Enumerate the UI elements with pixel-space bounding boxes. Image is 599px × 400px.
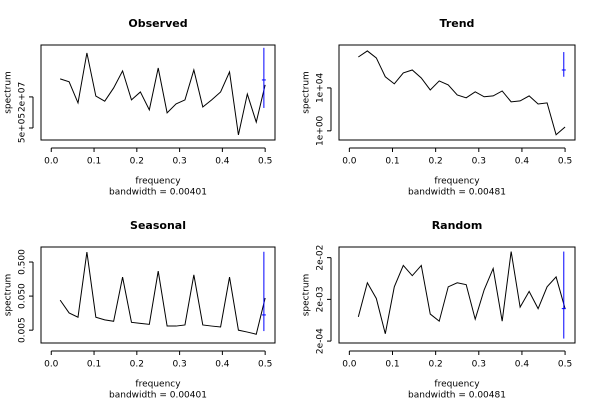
- x-axis-label: frequency: [135, 380, 181, 390]
- x-tick-label: 0.3: [172, 157, 186, 167]
- panel-title: Seasonal: [130, 219, 186, 232]
- panel-title: Random: [432, 219, 483, 232]
- bandwidth-note: bandwidth = 0.00481: [408, 188, 506, 198]
- x-tick-label: 0.1: [87, 360, 101, 370]
- y-tick-label: 0.050: [18, 283, 28, 309]
- x-tick-label: 0.2: [428, 157, 442, 167]
- plot-box: [338, 246, 576, 344]
- x-tick-label: 0.4: [215, 360, 230, 370]
- panel-title: Trend: [440, 17, 475, 30]
- bandwidth-note: bandwidth = 0.00401: [109, 391, 207, 400]
- x-axis-label: frequency: [434, 177, 480, 187]
- y-axis-label: spectrum: [302, 71, 312, 114]
- y-axis-label: spectrum: [302, 274, 312, 317]
- x-tick-label: 0.0: [44, 360, 59, 370]
- x-axis-label: frequency: [135, 177, 181, 187]
- x-tick-label: 0.2: [130, 157, 144, 167]
- plot-box: [338, 44, 576, 141]
- x-axis-label: frequency: [434, 380, 480, 390]
- y-tick-label: 5e+05: [18, 113, 28, 143]
- x-tick-label: 0.3: [472, 360, 486, 370]
- spectrum-line: [59, 251, 266, 335]
- x-tick-label: 0.1: [385, 157, 399, 167]
- x-tick-label: 0.5: [558, 360, 572, 370]
- x-tick-label: 0.5: [258, 360, 272, 370]
- y-tick-label: 0.500: [18, 249, 28, 275]
- y-axis-label: spectrum: [4, 274, 14, 317]
- x-tick-label: 0.3: [472, 157, 486, 167]
- spectrum-line: [358, 50, 566, 136]
- x-tick-label: 0.0: [342, 360, 357, 370]
- plot-box: [40, 44, 276, 141]
- x-tick-label: 0.2: [428, 360, 442, 370]
- x-tick-label: 0.0: [342, 157, 357, 167]
- x-tick-label: 0.2: [130, 360, 144, 370]
- panel-title: Observed: [128, 17, 187, 30]
- y-tick-label: 2e+07: [18, 82, 28, 112]
- x-tick-label: 0.5: [558, 157, 572, 167]
- y-tick-label: 1e+04: [316, 73, 326, 104]
- x-tick-label: 0.0: [44, 157, 59, 167]
- x-tick-label: 0.4: [515, 157, 530, 167]
- spectrum-line: [357, 251, 566, 334]
- x-tick-label: 0.1: [385, 360, 399, 370]
- bandwidth-note: bandwidth = 0.00481: [408, 391, 506, 400]
- x-tick-label: 0.1: [87, 157, 101, 167]
- x-tick-label: 0.4: [515, 360, 530, 370]
- spectrum-line: [60, 52, 266, 135]
- y-tick-label: 1e+00: [316, 115, 326, 146]
- y-axis-label: spectrum: [4, 71, 14, 114]
- bandwidth-note: bandwidth = 0.00401: [109, 188, 207, 198]
- x-tick-label: 0.3: [172, 360, 186, 370]
- y-tick-label: 2e-02: [316, 245, 326, 271]
- y-tick-label: 2e-04: [316, 328, 326, 354]
- x-tick-label: 0.5: [258, 157, 272, 167]
- y-tick-label: 2e-03: [316, 286, 326, 312]
- plot-box: [40, 246, 276, 344]
- y-tick-label: 0.005: [18, 317, 28, 343]
- x-tick-label: 0.4: [215, 157, 230, 167]
